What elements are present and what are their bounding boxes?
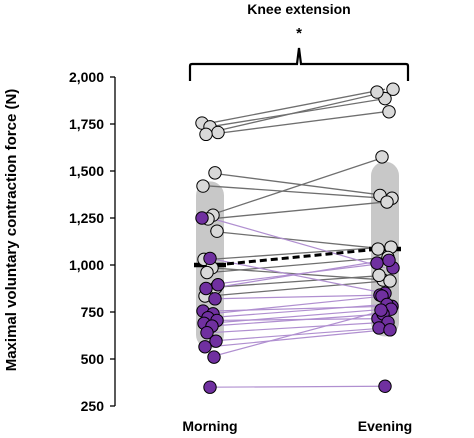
connecting-line-grey [209, 111, 386, 135]
y-tick-label: 2,000 [69, 69, 104, 85]
point-evening-purple [383, 323, 397, 337]
point-evening-purple [382, 253, 396, 267]
connecting-line-grey [209, 201, 386, 220]
point-morning-purple [195, 211, 209, 225]
point-morning-purple [203, 380, 217, 394]
point-evening-grey [372, 268, 386, 283]
y-tick-label: 1,000 [69, 257, 104, 273]
connecting-line-grey [209, 246, 386, 261]
connecting-line-purple [209, 217, 386, 269]
significance-marker: * [296, 25, 302, 42]
point-morning-grey [208, 166, 222, 180]
mean-dashed-line [215, 247, 380, 267]
connecting-line-purple [209, 309, 386, 358]
connecting-line-grey [209, 230, 386, 250]
point-morning-grey [210, 224, 224, 238]
point-morning-purple [200, 325, 214, 340]
y-tick-label: 1,250 [69, 210, 104, 226]
point-evening-grey [380, 195, 394, 209]
significance-bracket [188, 47, 410, 81]
point-evening-grey [383, 274, 397, 288]
point-evening-grey [371, 242, 385, 256]
connecting-line-purple [209, 385, 386, 388]
y-axis-ticks: 250 500 750 1,000 1,250 1,500 1,750 2,000 [69, 69, 115, 414]
connecting-line-grey [209, 88, 386, 124]
point-evening-grey [370, 85, 384, 99]
point-morning-grey [196, 179, 210, 193]
connecting-line-grey [209, 274, 386, 289]
y-axis-label: Maximal voluntary contraction force (N) [3, 89, 20, 372]
point-morning-purple [208, 292, 222, 306]
connecting-line-purple [209, 295, 386, 315]
point-morning-purple [211, 278, 225, 292]
y-tick-label: 500 [81, 351, 105, 367]
connecting-line-purple [209, 327, 386, 342]
point-morning-purple [207, 350, 221, 364]
connecting-line-purple [209, 308, 386, 324]
y-tick-label: 250 [81, 398, 105, 414]
point-evening-purple [372, 321, 386, 335]
point-morning-grey [211, 125, 225, 140]
point-morning-purple [198, 340, 212, 354]
connecting-line-grey [209, 172, 386, 197]
point-evening-purple [378, 379, 392, 393]
point-evening-grey [382, 105, 396, 119]
point-morning-grey [199, 127, 213, 142]
purple-connecting-lines [209, 217, 386, 388]
x-tick-label-morning: Morning [182, 418, 237, 434]
connecting-line-grey [209, 156, 386, 216]
connecting-line-purple [209, 313, 386, 327]
connecting-line-purple [209, 303, 386, 319]
point-morning-purple [199, 281, 213, 296]
y-tick-label: 1,750 [69, 116, 104, 132]
connecting-line-grey [209, 280, 386, 297]
chart-title: Knee extension [247, 1, 350, 17]
point-evening-purple [374, 303, 388, 317]
point-morning-purple [203, 251, 217, 266]
connecting-line-purple [209, 305, 386, 312]
connecting-line-grey [209, 91, 386, 134]
x-tick-label-evening: Evening [358, 418, 412, 434]
y-tick-label: 1,500 [69, 163, 104, 179]
point-evening-grey [386, 82, 400, 96]
point-evening-grey [375, 150, 389, 164]
point-morning-grey [200, 265, 214, 280]
point-evening-purple [370, 256, 384, 270]
y-tick-label: 750 [81, 304, 105, 320]
connecting-line-grey [209, 185, 386, 199]
data-markers [195, 82, 400, 394]
connecting-line-purple [209, 259, 386, 290]
point-morning-purple [209, 334, 223, 348]
connecting-line-purple [209, 321, 386, 334]
connecting-line-purple [209, 294, 386, 300]
connecting-line-purple [209, 329, 386, 348]
